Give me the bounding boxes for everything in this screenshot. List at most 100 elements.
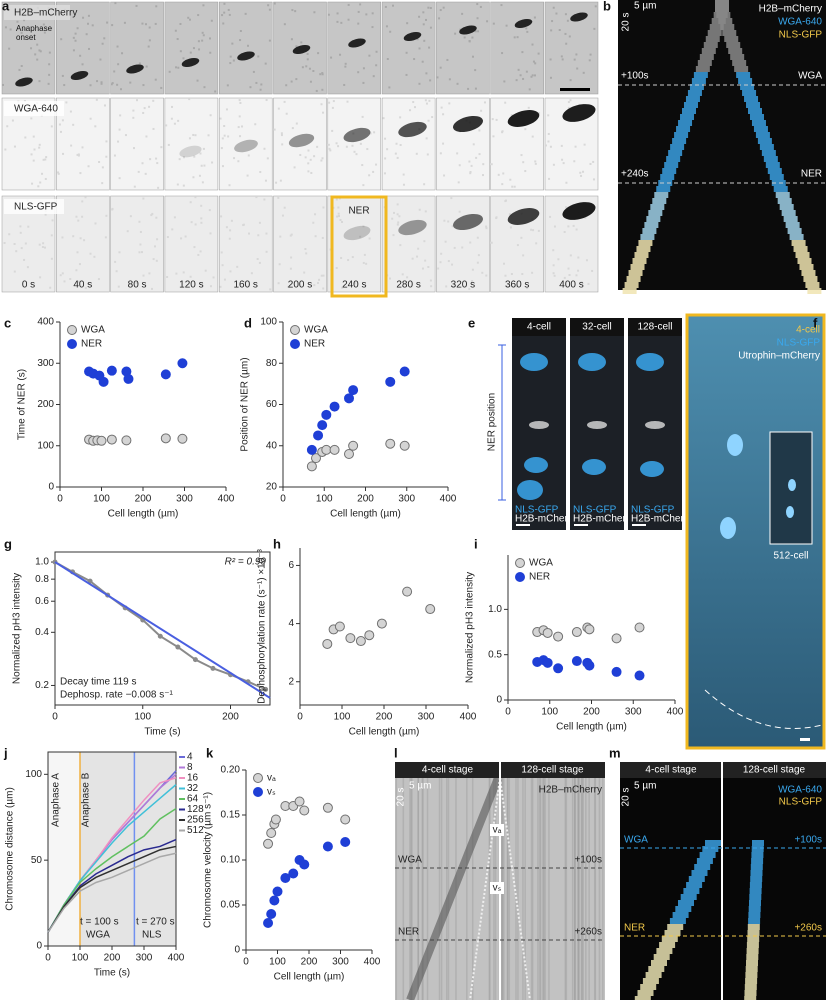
data-point bbox=[345, 633, 356, 644]
annotation: NLS bbox=[142, 930, 162, 941]
image-frame bbox=[218, 195, 273, 293]
noise bbox=[291, 9, 294, 12]
noise bbox=[20, 31, 23, 34]
noise bbox=[388, 277, 391, 280]
noise bbox=[427, 265, 430, 268]
noise bbox=[210, 19, 213, 22]
noise bbox=[521, 51, 524, 54]
data-point bbox=[266, 909, 277, 919]
kymo-block bbox=[632, 258, 647, 264]
y-tick-label: 50 bbox=[31, 855, 43, 866]
stripe bbox=[410, 778, 412, 1000]
noise bbox=[469, 241, 472, 244]
noise bbox=[256, 257, 259, 260]
kymo-block bbox=[738, 78, 753, 84]
noise bbox=[82, 16, 85, 19]
kymo-block bbox=[634, 996, 651, 1000]
kymo-block bbox=[728, 48, 743, 54]
stripe bbox=[488, 778, 491, 1000]
noise bbox=[173, 216, 176, 219]
noise bbox=[259, 88, 262, 91]
kymo-block bbox=[746, 102, 761, 108]
noise bbox=[562, 162, 565, 165]
noise bbox=[445, 285, 448, 288]
noise bbox=[451, 225, 454, 228]
noise bbox=[577, 269, 580, 272]
kymo-block bbox=[773, 186, 788, 192]
label: +260s bbox=[794, 923, 822, 934]
data-line bbox=[47, 852, 177, 933]
y-tick-label: 0 bbox=[48, 482, 54, 493]
stripe bbox=[573, 778, 576, 1000]
kymo-block bbox=[726, 42, 741, 48]
noise bbox=[30, 117, 33, 120]
noise bbox=[34, 53, 37, 56]
noise bbox=[187, 16, 190, 19]
noise bbox=[78, 263, 81, 266]
noise bbox=[531, 43, 534, 46]
column-label: 32-cell bbox=[582, 322, 611, 333]
label: 4-cell stage bbox=[645, 765, 697, 776]
x-axis-label: Time (s) bbox=[144, 727, 180, 738]
noise bbox=[132, 116, 135, 119]
noise bbox=[87, 14, 90, 17]
noise bbox=[171, 105, 174, 108]
x-tick-label: 0 bbox=[52, 712, 58, 723]
noise bbox=[524, 128, 527, 131]
data-point bbox=[355, 636, 366, 647]
noise bbox=[31, 182, 34, 185]
kymo-block bbox=[749, 888, 762, 894]
noise bbox=[531, 74, 534, 77]
noise bbox=[535, 242, 538, 245]
label: NLS-GFP bbox=[573, 505, 617, 516]
noise bbox=[255, 196, 258, 199]
kymo-block bbox=[734, 66, 749, 72]
noise bbox=[504, 101, 507, 104]
noise bbox=[239, 39, 242, 42]
noise bbox=[428, 46, 431, 49]
y-axis-label: Position of NER (µm) bbox=[240, 357, 251, 451]
y-tick-label: 200 bbox=[37, 399, 54, 410]
noise bbox=[309, 158, 312, 161]
noise bbox=[13, 242, 16, 245]
data-point bbox=[402, 586, 413, 597]
noise bbox=[363, 253, 366, 256]
nucleus bbox=[524, 457, 548, 473]
noise bbox=[418, 15, 421, 18]
noise bbox=[474, 69, 477, 72]
panel-letter: k bbox=[206, 745, 214, 760]
noise bbox=[458, 164, 461, 167]
image-frame bbox=[56, 97, 110, 191]
data-line bbox=[54, 561, 271, 699]
noise bbox=[154, 245, 157, 248]
noise bbox=[132, 147, 135, 150]
noise bbox=[81, 146, 84, 149]
time-label: 160 s bbox=[233, 280, 257, 291]
noise bbox=[233, 157, 236, 160]
noise bbox=[23, 28, 26, 31]
x-tick-label: 400 bbox=[440, 494, 457, 505]
noise bbox=[114, 2, 117, 5]
kymo-block bbox=[751, 852, 764, 858]
data-point bbox=[306, 444, 317, 455]
kymo-block bbox=[746, 960, 758, 966]
noise bbox=[150, 214, 153, 217]
noise bbox=[48, 73, 51, 76]
noise bbox=[59, 274, 62, 277]
kymo-block bbox=[751, 846, 764, 852]
noise bbox=[152, 127, 155, 130]
chromosome bbox=[453, 213, 483, 231]
noise bbox=[340, 220, 343, 223]
noise bbox=[320, 274, 323, 277]
noise bbox=[476, 3, 479, 6]
noise bbox=[94, 125, 97, 128]
image-frame bbox=[327, 195, 382, 293]
noise bbox=[456, 82, 459, 85]
stripe bbox=[422, 778, 424, 1000]
scale-bar bbox=[560, 88, 590, 91]
noise bbox=[100, 81, 103, 84]
kymo-block bbox=[748, 912, 761, 918]
legend-label: 256 bbox=[187, 815, 204, 826]
kymo-block bbox=[787, 228, 802, 234]
noise bbox=[313, 284, 316, 287]
